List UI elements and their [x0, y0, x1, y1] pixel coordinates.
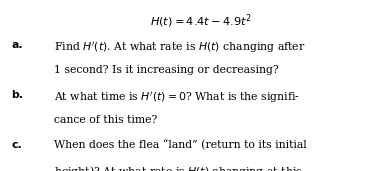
Text: height)? At what rate is $H(t)$ changing at this: height)? At what rate is $H(t)$ changing… — [54, 165, 302, 171]
Text: b.: b. — [11, 90, 23, 100]
Text: When does the flea “land” (return to its initial: When does the flea “land” (return to its… — [54, 140, 307, 150]
Text: $H(t) = 4.4t - 4.9t^2$: $H(t) = 4.4t - 4.9t^2$ — [150, 12, 252, 30]
Text: At what time is $H'(t) = 0$? What is the signifi-: At what time is $H'(t) = 0$? What is the… — [54, 90, 300, 105]
Text: cance of this time?: cance of this time? — [54, 115, 157, 125]
Text: c.: c. — [11, 140, 22, 150]
Text: Find $H'(t)$. At what rate is $H(t)$ changing after: Find $H'(t)$. At what rate is $H(t)$ cha… — [54, 41, 305, 55]
Text: 1 second? Is it increasing or decreasing?: 1 second? Is it increasing or decreasing… — [54, 65, 279, 75]
Text: a.: a. — [11, 41, 23, 50]
